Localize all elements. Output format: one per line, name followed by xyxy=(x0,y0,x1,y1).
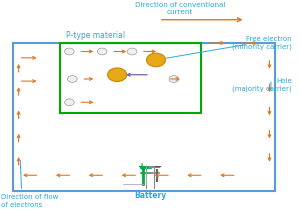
Text: P-type material: P-type material xyxy=(66,31,125,40)
Text: +: + xyxy=(138,162,146,172)
Circle shape xyxy=(146,53,166,67)
Circle shape xyxy=(98,48,107,55)
Circle shape xyxy=(64,99,74,106)
Circle shape xyxy=(64,48,74,55)
Circle shape xyxy=(68,76,77,82)
Circle shape xyxy=(169,76,179,82)
Text: −: − xyxy=(154,162,162,172)
Bar xyxy=(60,43,201,113)
Circle shape xyxy=(127,48,137,55)
Text: Free electron
(minority carrier): Free electron (minority carrier) xyxy=(232,36,292,50)
Circle shape xyxy=(108,68,127,82)
Text: Hole
(majority carrier): Hole (majority carrier) xyxy=(232,78,292,92)
Text: Direction of conventional
current: Direction of conventional current xyxy=(135,2,225,15)
Text: Battery: Battery xyxy=(134,191,166,200)
Text: Direction of flow
of electrons: Direction of flow of electrons xyxy=(1,194,58,208)
Bar xyxy=(13,43,275,191)
